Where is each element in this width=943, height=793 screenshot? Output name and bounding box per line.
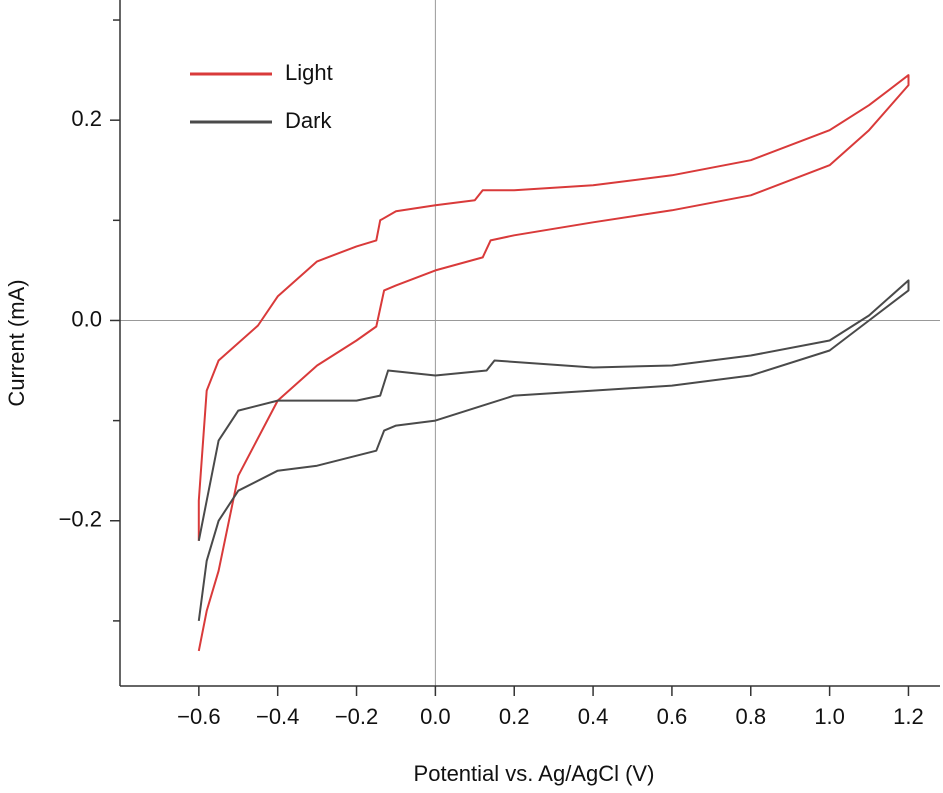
x-tick-label: 1.0 xyxy=(814,704,845,729)
x-tick-label: −0.2 xyxy=(335,704,378,729)
y-tick-label: −0.2 xyxy=(59,507,102,532)
y-tick-label: 0.2 xyxy=(71,106,102,131)
data-line xyxy=(197,74,910,652)
x-tick-label: 1.2 xyxy=(893,704,924,729)
y-axis-label: Current (mA) xyxy=(4,279,29,406)
x-tick-label: −0.4 xyxy=(256,704,299,729)
legend-label: Light xyxy=(285,60,333,85)
legend-label: Dark xyxy=(285,108,332,133)
x-tick-label: 0.4 xyxy=(578,704,609,729)
x-tick-label: 0.6 xyxy=(657,704,688,729)
x-tick-label: −0.6 xyxy=(177,704,220,729)
x-tick-label: 0.8 xyxy=(735,704,766,729)
x-tick-label: 0.0 xyxy=(420,704,451,729)
x-tick-label: 0.2 xyxy=(499,704,530,729)
y-tick-label: 0.0 xyxy=(71,306,102,331)
x-axis-label: Potential vs. Ag/AgCl (V) xyxy=(414,761,655,786)
data-line xyxy=(197,279,910,622)
